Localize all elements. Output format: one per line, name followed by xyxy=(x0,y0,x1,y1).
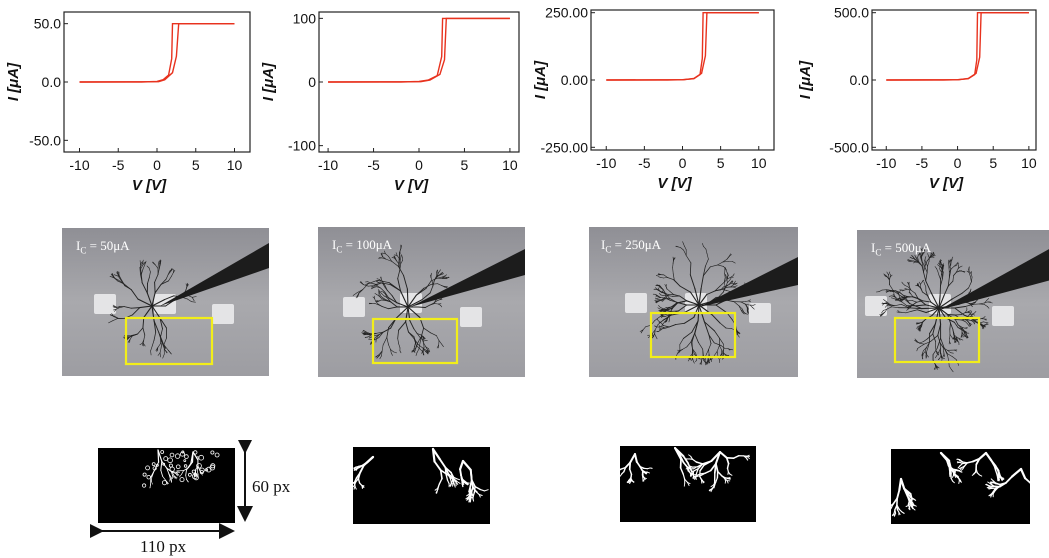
y-axis-label: I [μA] xyxy=(262,62,277,101)
electrode-pad xyxy=(460,307,482,327)
electrode-pad xyxy=(685,293,707,313)
x-tick-label: 10 xyxy=(1021,155,1037,171)
y-tick-label: 100 xyxy=(293,10,317,26)
x-tick-label: 10 xyxy=(227,157,243,173)
mask-dendrite xyxy=(620,447,750,493)
x-tick-label: -10 xyxy=(596,155,616,171)
x-axis-label: V [V] xyxy=(929,175,964,192)
binary-mask-1 xyxy=(98,448,235,523)
roi-box xyxy=(371,317,459,365)
x-tick-label: 5 xyxy=(461,157,469,173)
iv-curve-forward xyxy=(79,23,235,83)
iv-curve-reverse xyxy=(328,17,510,83)
y-tick-label: 500.0 xyxy=(834,5,869,21)
micrograph-3-image xyxy=(589,227,798,377)
electrode-pad xyxy=(749,303,771,323)
micrograph-1: IC = 50μA xyxy=(62,228,269,376)
micrograph-4-label: IC = 500μA xyxy=(871,240,932,258)
x-tick-label: 0 xyxy=(679,155,687,171)
micrograph-3-label: IC = 250μA xyxy=(601,237,662,255)
x-tick-label: 5 xyxy=(192,157,200,173)
roi-box xyxy=(649,311,737,359)
x-tick-label: -5 xyxy=(367,157,380,173)
y-tick-label: -250.00 xyxy=(541,139,589,155)
x-axis-label: V [V] xyxy=(657,175,692,192)
micrograph-2-image xyxy=(318,227,525,377)
dendrite-growth xyxy=(108,259,197,359)
binary-mask-2 xyxy=(353,447,490,524)
roi-box xyxy=(124,316,214,366)
x-tick-label: -5 xyxy=(112,157,125,173)
micrograph-2: IC = 100μA xyxy=(318,227,525,377)
electrode-pad xyxy=(343,297,365,317)
probe-tip xyxy=(699,257,798,307)
x-tick-label: -5 xyxy=(638,155,651,171)
x-tick-label: -5 xyxy=(916,155,929,171)
x-axis-label: V [V] xyxy=(132,177,167,194)
x-tick-label: 0 xyxy=(415,157,423,173)
micrograph-4-image xyxy=(857,230,1049,378)
binary-mask-4 xyxy=(891,449,1030,524)
x-tick-label: -10 xyxy=(69,157,89,173)
iv-chart-4: -10 -5 0 5 10 500.0 0.0 -500.0 V [V] I [μA] xyxy=(797,5,1037,192)
iv-curve-forward xyxy=(328,17,510,83)
y-tick-label: 0.0 xyxy=(42,74,62,90)
iv-curve-reverse xyxy=(606,11,759,81)
iv-curve-forward xyxy=(606,11,759,81)
micrograph-1-label: IC = 50μA xyxy=(76,238,130,256)
x-tick-label: 5 xyxy=(717,155,725,171)
x-tick-label: 0 xyxy=(954,155,962,171)
mask-dendrite xyxy=(891,451,1030,517)
mask-background xyxy=(891,449,1030,524)
iv-curve-forward xyxy=(886,11,1029,81)
mask-dendrite xyxy=(141,449,220,489)
mask-background xyxy=(353,447,490,524)
electrode-pad xyxy=(625,293,647,313)
micrograph-4: IC = 500μA xyxy=(857,230,1049,378)
y-tick-label: 0.0 xyxy=(850,72,870,88)
electrode-pad xyxy=(865,296,887,316)
y-tick-label: 0.00 xyxy=(561,72,588,88)
dimension-annotation: 60 px 110 px xyxy=(90,440,291,556)
micrograph-3: IC = 250μA xyxy=(589,227,798,377)
y-tick-label: 50.0 xyxy=(34,16,61,32)
iv-chart-3: -10 -5 0 5 10 250.00 0.00 -250.00 V [V] I [μA] xyxy=(532,5,775,192)
y-tick-label: -100 xyxy=(288,138,316,154)
width-label: 110 px xyxy=(140,537,187,556)
probe-tip xyxy=(160,243,269,306)
iv-chart-1: -10 -5 0 5 10 50.0 0.0 -50.0 V [V] I [μA] xyxy=(5,11,251,194)
dendrite-growth xyxy=(639,241,756,366)
x-tick-label: 0 xyxy=(153,157,161,173)
x-tick-label: 10 xyxy=(751,155,767,171)
binary-mask-3 xyxy=(620,446,756,522)
y-tick-label: 0 xyxy=(308,74,316,90)
iv-chart-2: -10 -5 0 5 10 100 0 -100 V [V] I [μA] xyxy=(262,10,520,194)
y-tick-label: -50.0 xyxy=(29,132,61,148)
height-label: 60 px xyxy=(252,477,291,496)
y-axis-label: I [μA] xyxy=(797,60,814,99)
x-tick-label: -10 xyxy=(318,157,338,173)
x-axis-label: V [V] xyxy=(394,177,429,194)
y-tick-label: 250.00 xyxy=(545,5,588,21)
x-tick-label: 5 xyxy=(989,155,997,171)
electrode-pad xyxy=(94,294,116,314)
micrograph-1-image xyxy=(62,228,269,376)
electrode-pad xyxy=(992,306,1014,326)
x-tick-label: 10 xyxy=(502,157,518,173)
y-tick-label: -500.0 xyxy=(829,139,869,155)
x-tick-label: -10 xyxy=(876,155,896,171)
y-axis-label: I [μA] xyxy=(532,60,549,99)
iv-curve-reverse xyxy=(79,23,235,83)
y-axis-label: I [μA] xyxy=(5,62,22,101)
probe-tip xyxy=(410,249,525,307)
iv-curve-reverse xyxy=(886,11,1029,81)
mask-dendrite xyxy=(353,447,489,503)
roi-box xyxy=(893,316,981,364)
electrode-pad xyxy=(212,304,234,324)
micrograph-2-label: IC = 100μA xyxy=(332,237,393,255)
